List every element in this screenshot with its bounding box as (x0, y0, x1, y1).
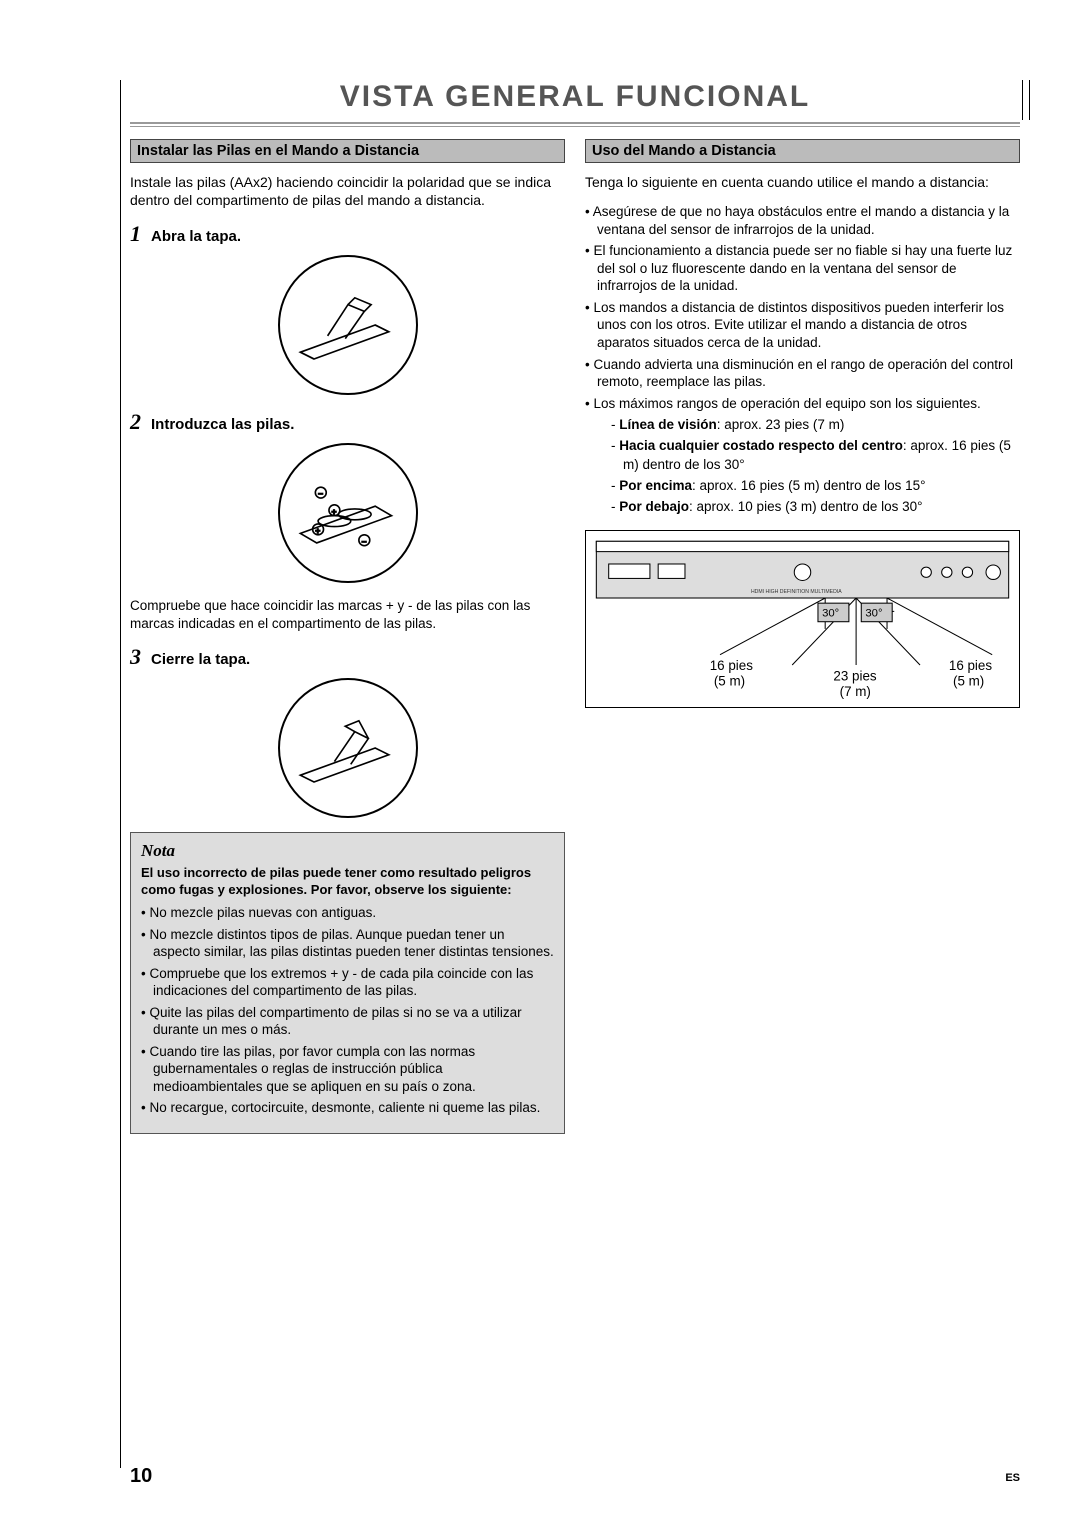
nota-item: Cuando tire las pilas, por favor cumpla … (141, 1043, 554, 1096)
range-item: Línea de visión: aprox. 23 pies (7 m) (611, 416, 1020, 434)
step-num: 1 (130, 221, 141, 247)
figure-open-cover (278, 255, 418, 395)
bullet-item: Los mandos a distancia de distintos disp… (585, 299, 1020, 352)
page-number: 10 (130, 1465, 152, 1488)
right-bullets: Asegúrese de que no haya obstáculos entr… (585, 203, 1020, 516)
step-num: 3 (130, 644, 141, 670)
range-label: (5 m) (714, 674, 745, 689)
figure-close-cover (278, 678, 418, 818)
svg-text:HDMI HIGH DEFINITION MULTIMEDI: HDMI HIGH DEFINITION MULTIMEDIA (751, 589, 842, 595)
left-column: Instalar las Pilas en el Mando a Distanc… (130, 139, 565, 1134)
nota-item: No mezcle distintos tipos de pilas. Aunq… (141, 926, 554, 961)
nota-title: Nota (141, 841, 554, 861)
range-item: Por debajo: aprox. 10 pies (3 m) dentro … (611, 498, 1020, 516)
left-intro: Instale las pilas (AAx2) haciendo coinci… (130, 173, 565, 209)
svg-text:+: + (331, 508, 336, 517)
range-label: (7 m) (840, 684, 871, 699)
range-label: (5 m) (953, 674, 984, 689)
right-section-header: Uso del Mando a Distancia (585, 139, 1020, 163)
step-2: 2 Introduzca las pilas. (130, 409, 565, 435)
range-diagram: HDMI HIGH DEFINITION MULTIMEDIA 30° 30° (585, 530, 1020, 707)
nota-item: Quite las pilas del compartimento de pil… (141, 1004, 554, 1039)
range-label: 23 pies (833, 669, 876, 684)
step-label: Abra la tapa. (151, 228, 241, 245)
svg-text:−: − (318, 490, 323, 499)
angle-left: 30° (822, 608, 839, 620)
right-column: Uso del Mando a Distancia Tenga lo sigui… (585, 139, 1020, 1134)
bullet-item: Cuando advierta una disminución en el ra… (585, 356, 1020, 391)
nota-intro: El uso incorrecto de pilas puede tener c… (141, 865, 554, 898)
step-1: 1 Abra la tapa. (130, 221, 565, 247)
nota-item: No recargue, cortocircuite, desmonte, ca… (141, 1099, 554, 1117)
range-sublist: Línea de visión: aprox. 23 pies (7 m) Ha… (597, 416, 1020, 516)
bullet-item: El funcionamiento a distancia puede ser … (585, 242, 1020, 295)
nota-list: No mezcle pilas nuevas con antiguas. No … (141, 904, 554, 1117)
range-label: 16 pies (949, 658, 992, 673)
left-section-header: Instalar las Pilas en el Mando a Distanc… (130, 139, 565, 163)
step2-caption: Compruebe que hace coincidir las marcas … (130, 597, 565, 632)
svg-text:−: − (361, 538, 366, 547)
step-num: 2 (130, 409, 141, 435)
bullet-item: Asegúrese de que no haya obstáculos entr… (585, 203, 1020, 238)
bullet-item: Los máximos rangos de operación del equi… (585, 395, 1020, 517)
step-3: 3 Cierre la tapa. (130, 644, 565, 670)
angle-right: 30° (865, 608, 882, 620)
svg-text:+: + (315, 527, 320, 536)
nota-box: Nota El uso incorrecto de pilas puede te… (130, 832, 565, 1134)
nota-item: No mezcle pilas nuevas con antiguas. (141, 904, 554, 922)
right-intro: Tenga lo siguiente en cuenta cuando util… (585, 173, 1020, 191)
range-label: 16 pies (710, 658, 753, 673)
nota-item: Compruebe que los extremos + y - de cada… (141, 965, 554, 1000)
step-label: Cierre la tapa. (151, 651, 250, 668)
language-code: ES (1005, 1472, 1020, 1484)
range-item: Hacia cualquier costado respecto del cen… (611, 437, 1020, 473)
figure-insert-batteries: − + + − (278, 443, 418, 583)
step-label: Introduzca las pilas. (151, 416, 294, 433)
page-title: VISTA GENERAL FUNCIONAL (130, 80, 1020, 124)
range-item: Por encima: aprox. 16 pies (5 m) dentro … (611, 477, 1020, 495)
